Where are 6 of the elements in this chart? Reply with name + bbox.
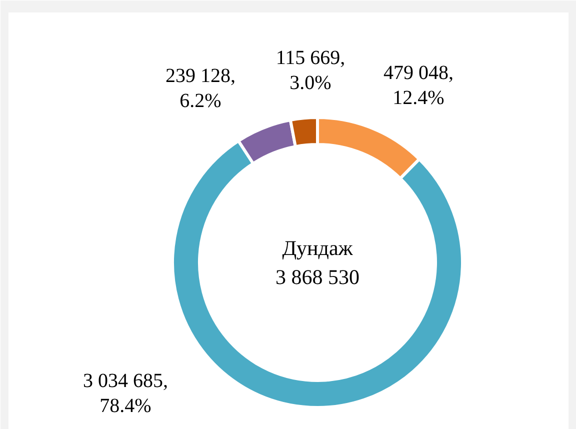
- data-label: 3 034 685, 78.4%: [83, 370, 168, 418]
- data-label: 479 048, 12.4%: [384, 62, 454, 110]
- text: 3 868 530: [276, 264, 360, 289]
- data-label: 239 128, 6.2%: [166, 64, 236, 112]
- text: Дундаж: [282, 236, 354, 260]
- data-label: 115 669, 3.0%: [276, 46, 346, 94]
